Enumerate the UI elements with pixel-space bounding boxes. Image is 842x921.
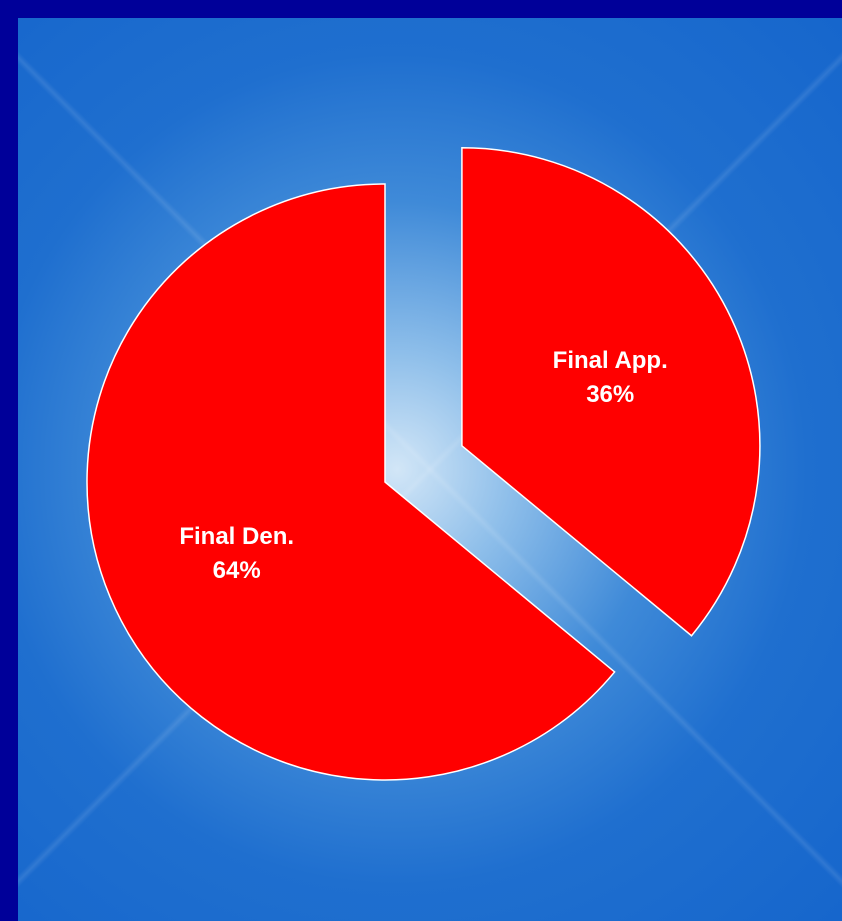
pie-labels: Final Den. 64% Final App. 36% [179,347,667,584]
pie-slices [86,147,761,781]
slice-label-final-app: Final App. [553,347,668,374]
slice-value-final-app: 36% [586,381,634,408]
pie-slice-final-app [461,147,761,637]
pie-slice-final-den [86,183,616,781]
slice-value-final-den: 64% [213,557,261,584]
slice-label-final-den: Final Den. [179,523,294,550]
